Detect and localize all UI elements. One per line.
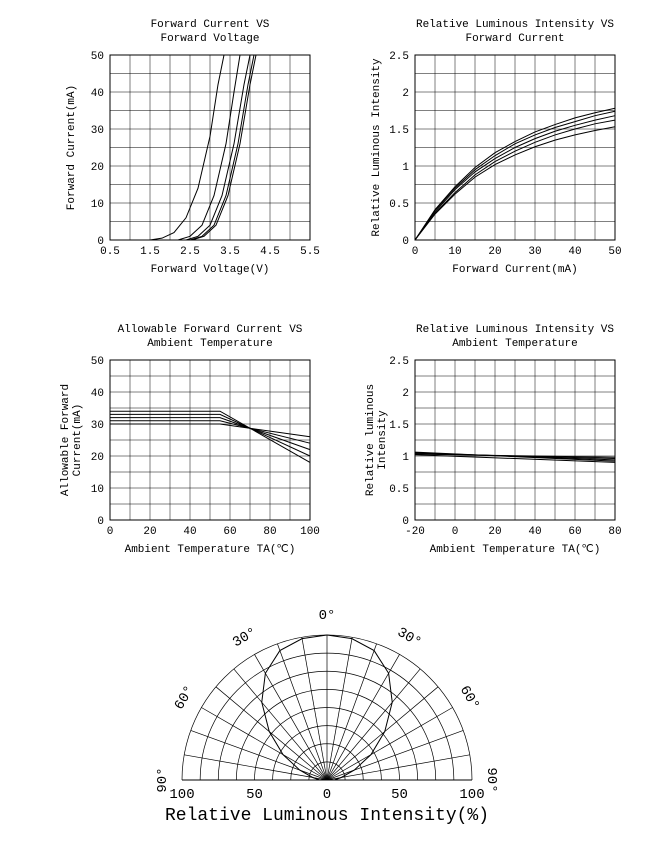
svg-text:40: 40: [91, 88, 104, 100]
radial-label: 100: [459, 787, 484, 803]
svg-text:40: 40: [183, 526, 196, 538]
chart-title-2: Forward Voltage: [160, 33, 259, 45]
svg-text:2: 2: [402, 388, 409, 400]
svg-text:30: 30: [91, 420, 104, 432]
radial-label: 0: [323, 787, 331, 803]
svg-text:4.5: 4.5: [260, 246, 280, 258]
radial-label: 50: [391, 787, 408, 803]
svg-text:40: 40: [91, 388, 104, 400]
y-axis-label-2: Current(mA): [72, 404, 84, 477]
svg-text:10: 10: [91, 484, 104, 496]
angle-label: 60°: [456, 683, 482, 713]
svg-text:30: 30: [528, 246, 541, 258]
polar-title: Relative Luminous Intensity(%): [165, 806, 489, 826]
svg-text:60: 60: [568, 526, 581, 538]
angle-label: 30°: [230, 625, 260, 651]
svg-text:10: 10: [448, 246, 461, 258]
svg-text:0: 0: [107, 526, 114, 538]
chart-intensity-current: Relative Luminous Intensity VS Forward Cu…: [371, 19, 622, 276]
y-axis-label: Forward Current(mA): [66, 85, 78, 210]
x-axis-label: Ambient Temperature TA(℃): [430, 544, 601, 556]
svg-text:1.5: 1.5: [389, 420, 409, 432]
svg-text:1.5: 1.5: [389, 125, 409, 137]
svg-text:1.5: 1.5: [140, 246, 160, 258]
svg-text:20: 20: [143, 526, 156, 538]
svg-text:0: 0: [412, 246, 419, 258]
polar-chart: 0°30°30°60°60°90°90°10050050100Relative …: [155, 608, 499, 826]
svg-text:0.5: 0.5: [389, 484, 409, 496]
svg-text:0: 0: [402, 516, 409, 528]
chart-intensity-temp: Relative Luminous Intensity VS Ambient Te…: [365, 324, 622, 556]
svg-text:5.5: 5.5: [300, 246, 320, 258]
svg-text:0: 0: [402, 236, 409, 248]
svg-text:2.5: 2.5: [389, 51, 409, 63]
angle-label: 0°: [319, 608, 336, 624]
y-axis-label: Relative Luminous Intensity: [371, 58, 383, 237]
svg-text:50: 50: [608, 246, 621, 258]
svg-text:2: 2: [402, 88, 409, 100]
svg-text:80: 80: [263, 526, 276, 538]
chart-title-2: Ambient Temperature: [147, 338, 272, 350]
svg-text:20: 20: [488, 526, 501, 538]
x-axis-label: Forward Current(mA): [452, 264, 577, 276]
svg-text:0: 0: [452, 526, 459, 538]
y-axis-label-1: Relative luminous: [365, 384, 377, 496]
svg-text:20: 20: [91, 162, 104, 174]
svg-text:50: 50: [91, 51, 104, 63]
chart-title-1: Forward Current VS: [151, 19, 270, 31]
svg-text:30: 30: [91, 125, 104, 137]
svg-text:0: 0: [97, 516, 104, 528]
svg-text:20: 20: [91, 452, 104, 464]
radial-label: 100: [169, 787, 194, 803]
svg-text:10: 10: [91, 199, 104, 211]
svg-text:60: 60: [223, 526, 236, 538]
svg-text:3.5: 3.5: [220, 246, 240, 258]
svg-text:40: 40: [528, 526, 541, 538]
angle-label: 30°: [394, 625, 424, 651]
y-axis-label-2: Intensity: [377, 410, 389, 470]
datasheet-charts: Forward Current VS Forward Voltage 0.5 1.5 2…: [0, 0, 655, 841]
radial-label: 50: [246, 787, 263, 803]
chart-iv: Forward Current VSForward Voltage0.51.52…: [66, 19, 320, 276]
y-axis-label-1: Allowable Forward: [60, 384, 72, 496]
chart-title-1: Relative Luminous Intensity VS: [416, 19, 614, 31]
chart-title-2: Forward Current: [465, 33, 564, 45]
svg-text:80: 80: [608, 526, 621, 538]
angle-label: 90°: [483, 767, 499, 792]
svg-text:2.5: 2.5: [389, 356, 409, 368]
svg-text:2.5: 2.5: [180, 246, 200, 258]
chart-title-1: Relative Luminous Intensity VS: [416, 324, 614, 336]
chart-title-1: Allowable Forward Current VS: [118, 324, 303, 336]
svg-text:0: 0: [97, 236, 104, 248]
chart-current-temp: Allowable Forward Current VS Ambient Temp…: [60, 324, 320, 556]
x-axis-label: Forward Voltage(V): [151, 264, 270, 276]
svg-text:40: 40: [568, 246, 581, 258]
svg-text:0.5: 0.5: [389, 199, 409, 211]
svg-text:1: 1: [402, 452, 409, 464]
svg-text:1: 1: [402, 162, 409, 174]
svg-text:50: 50: [91, 356, 104, 368]
svg-text:20: 20: [488, 246, 501, 258]
x-axis-label: Ambient Temperature TA(℃): [125, 544, 296, 556]
angle-label: 60°: [172, 683, 198, 713]
chart-title-2: Ambient Temperature: [452, 338, 577, 350]
svg-text:100: 100: [300, 526, 320, 538]
